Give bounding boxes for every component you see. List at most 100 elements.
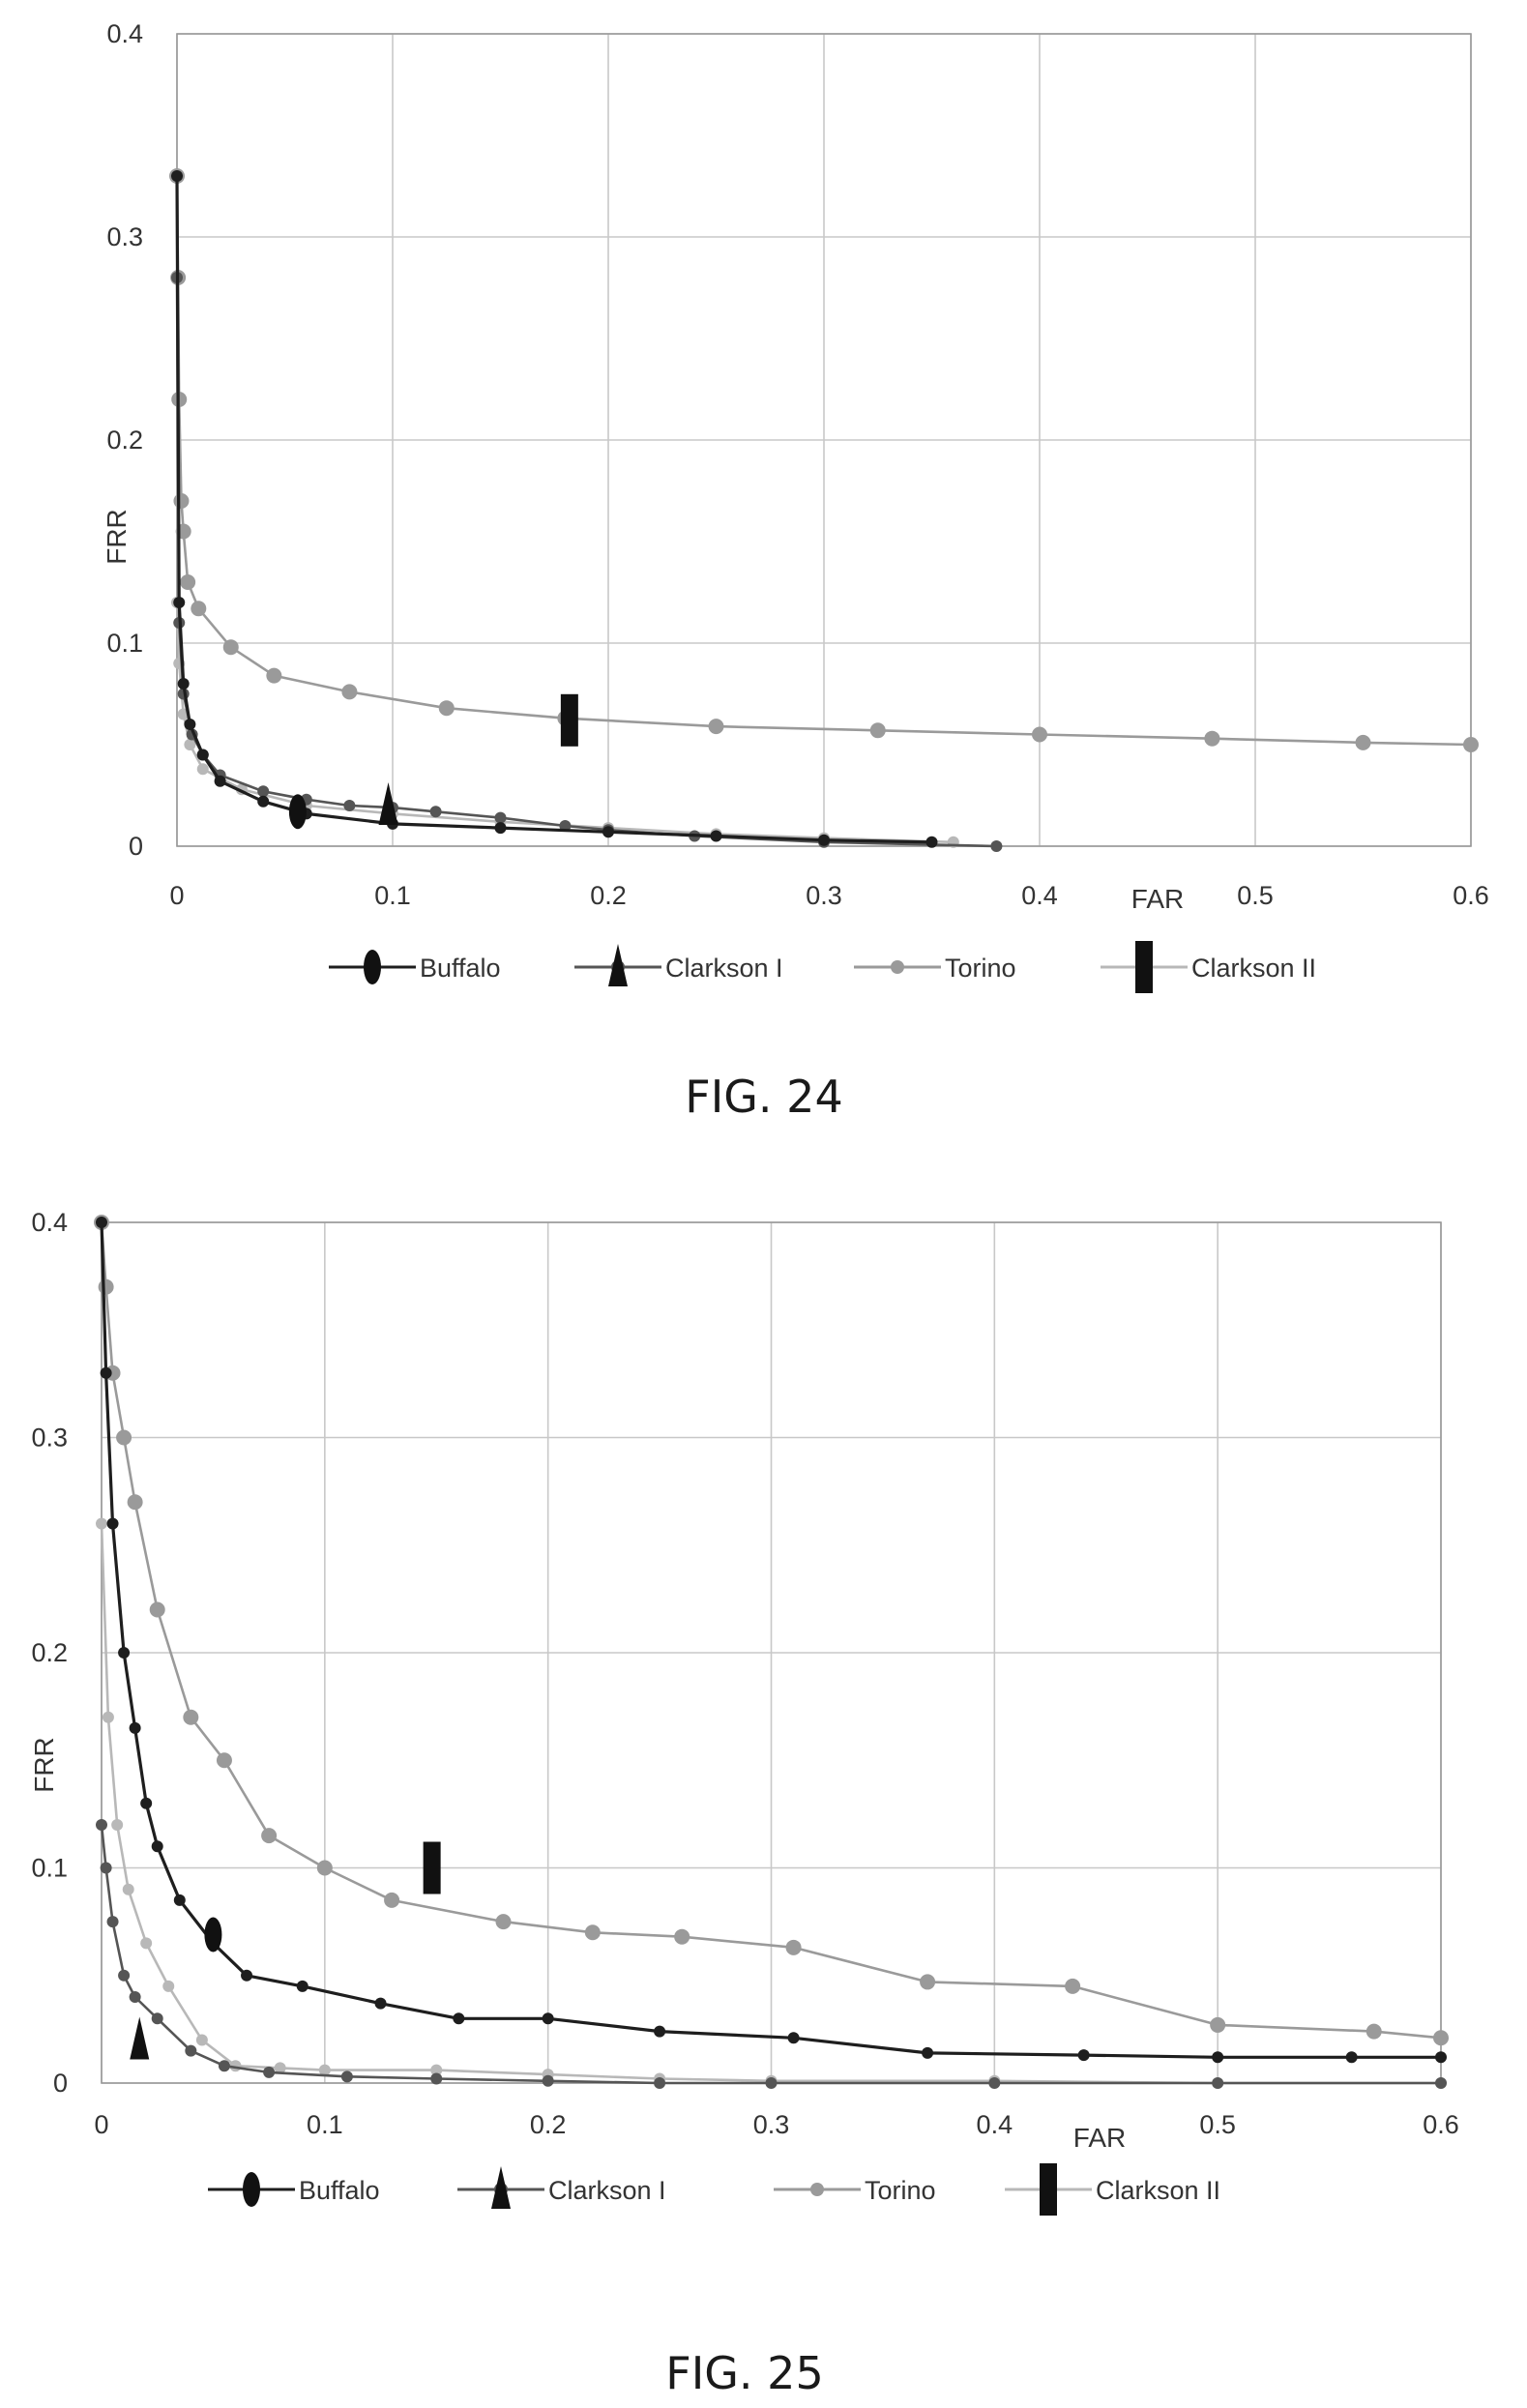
data-point-clarkson-i — [765, 2077, 778, 2089]
x-tick-label: 0.4 — [1021, 881, 1058, 910]
fig24-chart-svg: FIG. 24 0 0.1 0.2 0.3 0.4 0.5 0.6 0 0.1 0.2 0.3 0.4… — [102, 19, 1489, 1123]
data-point-buffalo — [241, 1969, 253, 1982]
series-clarkson-i — [96, 1819, 1447, 2089]
data-point-buffalo — [787, 2032, 800, 2044]
data-point-clarkson-i — [990, 840, 1003, 852]
data-point-torino — [216, 1752, 232, 1769]
data-point-buffalo — [171, 170, 183, 182]
legend-label-torino: Torino — [945, 954, 1016, 983]
data-point-buffalo — [922, 2046, 934, 2059]
data-point-buffalo — [214, 775, 226, 787]
series-marker-buffalo — [288, 794, 307, 830]
data-point-torino — [127, 1494, 143, 1511]
data-point-clarkson-ii — [196, 763, 209, 776]
y-tick-label: 0.4 — [106, 19, 143, 48]
legend-item-clarkson-ii: Clarkson II — [1005, 2163, 1220, 2216]
data-point-torino — [173, 493, 190, 509]
data-point-torino — [180, 574, 196, 590]
data-point-clarkson-i — [218, 2060, 230, 2072]
legend-item-buffalo: Buffalo — [329, 950, 501, 984]
data-point-buffalo — [100, 1366, 112, 1379]
data-point-clarkson-i — [343, 800, 356, 811]
data-point-buffalo — [1212, 2051, 1224, 2064]
data-point-clarkson-i — [185, 2044, 197, 2057]
data-point-torino — [1433, 2030, 1449, 2046]
data-point-torino — [149, 1601, 165, 1618]
data-point-torino — [1204, 730, 1220, 747]
x-tick-label: 0.2 — [590, 881, 627, 910]
legend-marker-clarkson-i — [608, 944, 628, 986]
data-point-buffalo — [494, 822, 507, 835]
x-axis-label: FAR — [1131, 884, 1184, 914]
y-tick-label: 0.2 — [106, 426, 143, 455]
data-point-clarkson-i — [430, 2072, 443, 2085]
data-point-torino — [1065, 1978, 1081, 1994]
legend-marker-clarkson-ii — [1040, 2163, 1057, 2216]
legend-label-clarkson-i: Clarkson I — [548, 2176, 666, 2205]
legend-item-torino: Torino — [774, 2176, 936, 2205]
data-point-buffalo — [140, 1797, 153, 1809]
data-point-clarkson-i — [151, 2012, 163, 2025]
data-point-buffalo — [118, 1647, 131, 1659]
legend-label-buffalo: Buffalo — [420, 954, 501, 983]
x-tick-label: 0.1 — [374, 881, 411, 910]
data-point-torino — [116, 1429, 132, 1446]
data-point-clarkson-i — [100, 1862, 112, 1874]
data-point-torino — [183, 1709, 199, 1725]
data-point-buffalo — [257, 795, 270, 808]
gridlines — [101, 1221, 1442, 2084]
data-point-torino — [674, 1928, 690, 1945]
x-tick-label: 0 — [169, 881, 184, 910]
legend-item-clarkson-ii: Clarkson II — [1101, 941, 1316, 993]
data-point-buffalo — [184, 719, 196, 730]
data-point-buffalo — [151, 1840, 163, 1853]
y-tick-label: 0.1 — [31, 1854, 68, 1883]
data-point-buffalo — [177, 678, 190, 690]
legend-marker-clarkson-i — [491, 2166, 511, 2209]
x-tick-label: 0.3 — [753, 2110, 790, 2139]
data-point-torino — [869, 722, 886, 739]
series-marker-buffalo — [204, 1917, 222, 1953]
data-point-clarkson-i — [429, 806, 442, 818]
data-point-buffalo — [542, 2012, 554, 2025]
figure-25: FIG. 25 0 0.1 0.2 0.3 0.4 0.5 0.6 0 0.1 0.2 0.3 0.4… — [0, 1199, 1527, 2408]
fig25-chart-svg: FIG. 25 0 0.1 0.2 0.3 0.4 0.5 0.6 0 0.1 0.2 0.3 0.4… — [29, 1208, 1459, 2399]
legend-marker-clarkson-ii — [1135, 941, 1153, 993]
series-buffalo — [96, 1217, 1447, 2064]
series-clarkson-i — [171, 272, 1003, 852]
data-point-buffalo — [453, 2012, 465, 2025]
data-point-buffalo — [925, 836, 938, 848]
figure-caption: FIG. 25 — [665, 2347, 823, 2399]
data-point-torino — [261, 1828, 278, 1844]
data-point-torino — [191, 601, 207, 617]
series-line-buffalo — [175, 175, 932, 844]
data-point-buffalo — [173, 597, 186, 608]
data-point-torino — [1365, 2023, 1382, 2040]
data-point-clarkson-ii — [430, 2064, 443, 2076]
legend-item-torino: Torino — [854, 954, 1016, 983]
legend: Buffalo Clarkson I Torino Clarkson II — [329, 941, 1316, 993]
data-point-torino — [1210, 2016, 1226, 2033]
x-tick-label: 0.4 — [977, 2110, 1013, 2139]
x-tick-label: 0.5 — [1199, 2110, 1236, 2139]
series-marker-clarkson-i — [378, 782, 398, 825]
data-point-buffalo — [296, 1980, 308, 1992]
data-point-torino — [98, 1278, 114, 1295]
legend: Buffalo Clarkson I Torino Clarkson II — [208, 2163, 1220, 2216]
data-point-buffalo — [710, 830, 722, 842]
data-point-clarkson-i — [96, 1819, 107, 1831]
x-tick-label: 0.3 — [806, 881, 842, 910]
y-tick-label: 0.3 — [106, 222, 143, 251]
data-point-clarkson-i — [494, 811, 507, 824]
x-tick-label: 0.1 — [307, 2110, 343, 2139]
series-marker-clarkson-ii — [560, 693, 578, 747]
data-point-clarkson-ii — [102, 1711, 114, 1723]
data-point-clarkson-i — [106, 1916, 119, 1928]
legend-label-clarkson-ii: Clarkson II — [1191, 954, 1316, 983]
data-point-clarkson-ii — [195, 2034, 208, 2046]
data-point-buffalo — [196, 749, 209, 761]
legend-item-clarkson-i: Clarkson I — [457, 2166, 666, 2209]
data-point-torino — [316, 1860, 333, 1876]
data-point-torino — [495, 1914, 512, 1930]
x-tick-label: 0.2 — [530, 2110, 567, 2139]
